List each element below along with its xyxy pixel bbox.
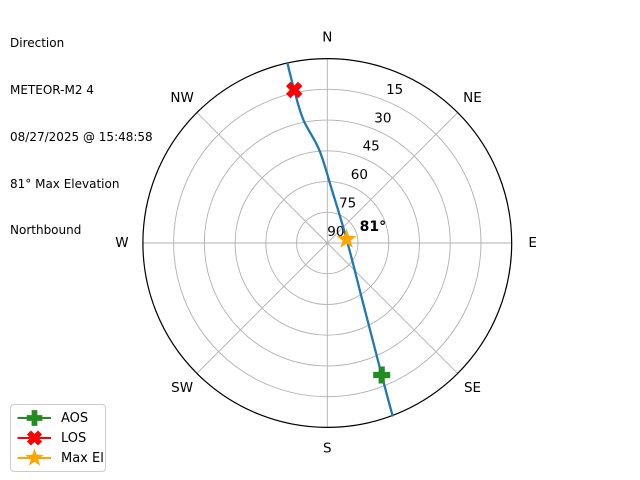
compass-label-ne: NE: [463, 90, 482, 106]
azimuth-spoke-45: [326, 112, 459, 244]
satellite-name: METEOR-M2 4: [10, 82, 94, 97]
max-elevation-text: 81° Max Elevation: [10, 176, 120, 191]
satellite-track: [286, 61, 394, 417]
compass-label-sw: SW: [171, 380, 193, 396]
legend-label-aos: AOS: [61, 410, 89, 426]
max-el-legend-marker: [17, 448, 51, 466]
legend-item-maxel: Max El: [11, 448, 105, 468]
pass-timestamp: 08/27/2025 @ 15:48:58: [10, 129, 153, 144]
compass-label-w: W: [115, 235, 128, 251]
aos-legend-glyph: [26, 410, 43, 426]
pass-info-block: Direction METEOR-M2 4 08/27/2025 @ 15:48…: [10, 5, 153, 270]
aos-marker: [373, 366, 391, 384]
azimuth-spoke-135: [326, 242, 459, 374]
elevation-tick-label-90: 90: [327, 224, 344, 240]
legend-label-maxel: Max El: [61, 450, 104, 466]
legend-label-los: LOS: [61, 430, 87, 446]
elevation-tick-label-60: 60: [351, 167, 368, 183]
azimuth-spoke-315: [196, 112, 328, 244]
los-legend-marker: [17, 430, 51, 446]
aos-legend-marker: [17, 410, 51, 426]
compass-label-nw: NW: [170, 90, 193, 106]
compass-label-s: S: [323, 440, 332, 456]
elevation-tick-label-45: 45: [363, 139, 380, 155]
horizon-circle: [142, 58, 513, 428]
elevation-tick-label-15: 15: [386, 82, 403, 98]
max-elevation-annotation: 81°: [360, 219, 386, 235]
compass-label-se: SE: [464, 380, 481, 396]
plot-title: Direction: [10, 36, 65, 51]
maxel-legend-glyph: [25, 448, 44, 466]
los-legend-glyph: [26, 430, 43, 446]
compass-label-n: N: [322, 30, 332, 46]
legend-item-aos: AOS: [11, 408, 105, 428]
maxel-marker: [336, 228, 357, 248]
legend-item-los: LOS: [11, 428, 105, 448]
pass-direction-text: Northbound: [10, 223, 82, 238]
legend: AOS LOS Max El: [10, 404, 106, 472]
compass-label-e: E: [528, 235, 537, 251]
elevation-tick-label-75: 75: [339, 196, 356, 212]
los-marker: [285, 81, 303, 99]
elevation-tick-label-30: 30: [374, 110, 391, 126]
azimuth-spoke-225: [196, 242, 328, 374]
